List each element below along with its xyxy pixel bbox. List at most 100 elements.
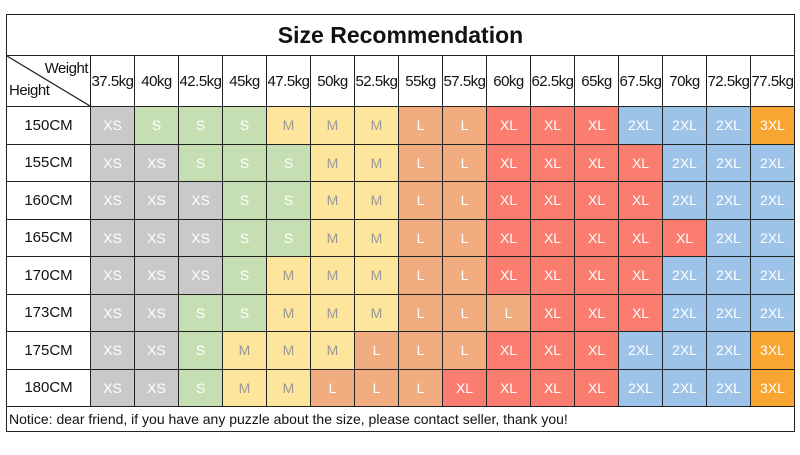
size-cell: S (178, 293, 223, 332)
size-cell: S (266, 218, 311, 257)
table-row: 150CM XS S S S M M M L L XL XL XL 2XL 2XL 2XL 3XL (6, 106, 795, 145)
size-cell: 2XL (706, 256, 751, 295)
size-cell: L (398, 293, 443, 332)
size-cell: XS (90, 181, 135, 220)
size-cell: 2XL (662, 293, 707, 332)
size-cell: 2XL (750, 218, 795, 257)
height-label: 165CM (6, 218, 91, 257)
size-cell: XL (486, 218, 531, 257)
size-cell: 2XL (662, 368, 707, 407)
corner-header: Weight Height (6, 55, 91, 107)
size-cell: XL (618, 218, 663, 257)
size-cell: M (266, 368, 311, 407)
size-cell: XL (486, 256, 531, 295)
height-label: 175CM (6, 331, 91, 370)
size-cell: S (222, 293, 267, 332)
size-chart: Size Recommendation Weight Height 37.5kg… (6, 14, 795, 432)
size-cell: 2XL (706, 293, 751, 332)
size-cell: M (354, 256, 399, 295)
weight-header: 50kg (310, 55, 355, 107)
size-cell: XS (90, 256, 135, 295)
size-cell: M (310, 256, 355, 295)
size-cell: 2XL (662, 331, 707, 370)
size-cell: XS (178, 218, 223, 257)
size-cell: L (486, 293, 531, 332)
size-cell: M (354, 293, 399, 332)
size-cell: 2XL (706, 368, 751, 407)
size-cell: XL (530, 293, 575, 332)
size-cell: XS (178, 181, 223, 220)
size-cell: 2XL (706, 218, 751, 257)
weight-header: 65kg (574, 55, 619, 107)
size-cell: XL (486, 181, 531, 220)
size-cell: L (398, 331, 443, 370)
size-cell: M (354, 106, 399, 145)
size-cell: XS (134, 181, 179, 220)
size-cell: XL (530, 218, 575, 257)
size-cell: 2XL (618, 368, 663, 407)
size-cell: 3XL (750, 106, 795, 145)
size-cell: 2XL (706, 331, 751, 370)
size-cell: XS (178, 256, 223, 295)
size-cell: XS (134, 368, 179, 407)
size-cell: XL (574, 143, 619, 182)
size-cell: XL (574, 218, 619, 257)
size-cell: M (222, 368, 267, 407)
size-cell: XL (618, 293, 663, 332)
size-cell: 2XL (750, 143, 795, 182)
size-cell: 2XL (662, 181, 707, 220)
size-cell: M (266, 293, 311, 332)
size-cell: XL (618, 256, 663, 295)
size-cell: M (222, 331, 267, 370)
size-cell: 2XL (618, 106, 663, 145)
height-axis-label: Height (9, 82, 50, 99)
size-cell: XL (618, 181, 663, 220)
height-label: 170CM (6, 256, 91, 295)
weight-header: 77.5kg (750, 55, 795, 107)
height-label: 160CM (6, 181, 91, 220)
size-cell: 2XL (662, 256, 707, 295)
weight-header: 52.5kg (354, 55, 399, 107)
size-cell: XS (134, 331, 179, 370)
size-cell: XS (134, 256, 179, 295)
size-cell: M (310, 143, 355, 182)
size-cell: M (354, 181, 399, 220)
size-cell: M (266, 331, 311, 370)
weight-header: 47.5kg (266, 55, 311, 107)
size-cell: L (442, 143, 487, 182)
size-cell: 2XL (750, 293, 795, 332)
weight-header: 40kg (134, 55, 179, 107)
notice-text: Notice: dear friend, if you have any puz… (6, 406, 795, 432)
size-cell: M (354, 143, 399, 182)
size-cell: M (266, 256, 311, 295)
weight-header: 57.5kg (442, 55, 487, 107)
weight-axis-label: Weight (44, 60, 89, 77)
table-row: 180CM XS XS S M M L L L XL XL XL XL 2XL 2XL 2XL 3XL (6, 368, 795, 407)
weight-header: 70kg (662, 55, 707, 107)
size-cell: XL (574, 368, 619, 407)
table-row: 175CM XS XS S M M M L L L XL XL XL 2XL 2XL 2XL 3XL (6, 331, 795, 370)
size-cell: M (354, 218, 399, 257)
size-cell: XL (530, 368, 575, 407)
size-cell: XL (530, 181, 575, 220)
size-cell: M (310, 106, 355, 145)
size-cell: 2XL (618, 331, 663, 370)
size-cell: XL (574, 293, 619, 332)
size-cell: XS (134, 293, 179, 332)
diagonal-divider (7, 56, 90, 106)
weight-header: 37.5kg (90, 55, 135, 107)
size-cell: S (178, 368, 223, 407)
size-cell: XS (90, 218, 135, 257)
size-cell: XS (134, 143, 179, 182)
size-cell: M (310, 331, 355, 370)
size-cell: S (178, 106, 223, 145)
size-cell: XL (486, 143, 531, 182)
size-cell: L (354, 368, 399, 407)
size-cell: XL (530, 331, 575, 370)
size-cell: XS (90, 293, 135, 332)
size-cell: L (442, 218, 487, 257)
size-cell: XS (90, 368, 135, 407)
size-cell: M (310, 218, 355, 257)
size-cell: L (442, 331, 487, 370)
weight-header: 60kg (486, 55, 531, 107)
